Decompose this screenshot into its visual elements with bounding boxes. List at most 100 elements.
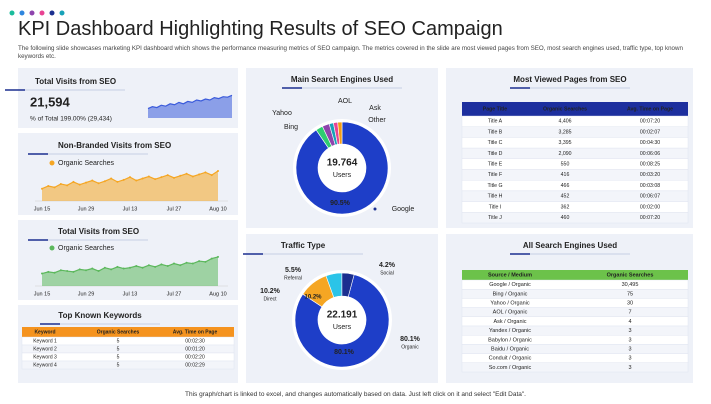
- point: [110, 177, 113, 180]
- center-value: 19.764: [327, 158, 358, 169]
- table-cell: Title B: [488, 129, 503, 135]
- point: [72, 270, 75, 273]
- table-cell: AOL / Organic: [493, 310, 528, 316]
- point: [72, 180, 75, 183]
- x-tick-label: Jul 13: [123, 206, 138, 212]
- x-tick-label: Jun 15: [34, 291, 51, 297]
- point: [129, 266, 131, 269]
- point: [41, 187, 43, 190]
- slice-value: 5.5%: [285, 267, 302, 274]
- point: [122, 267, 125, 270]
- table-cell: 00:06:06: [640, 151, 660, 157]
- footer: This graph/chart is linked to excel, and…: [185, 391, 526, 398]
- point: [166, 174, 169, 177]
- legend-swatch: [49, 245, 55, 251]
- table-cell: 00:04:30: [640, 140, 660, 146]
- table-cell: 75: [627, 291, 633, 297]
- point: [166, 265, 169, 268]
- point: [129, 176, 131, 179]
- dot: [39, 10, 45, 16]
- table-header: Organic Searches: [97, 329, 140, 335]
- point: [103, 266, 106, 269]
- slice-value-inner: 10.2%: [304, 295, 322, 301]
- panel-title: Total Visits from SEO: [58, 227, 139, 236]
- point: [91, 179, 94, 182]
- slice-value: 90.5%: [330, 200, 351, 207]
- point: [53, 186, 56, 189]
- table-header: Keyword: [34, 329, 55, 335]
- table-cell: So.com / Organic: [489, 365, 532, 371]
- x-tick-label: Jul 27: [167, 291, 182, 297]
- table-cell: 00:07:20: [640, 119, 660, 125]
- point: [59, 269, 62, 272]
- point: [66, 184, 69, 187]
- x-tick-label: Jul 27: [167, 206, 182, 212]
- table-cell: Title H: [488, 194, 503, 200]
- point: [141, 177, 144, 180]
- table-cell: Keyword 3: [33, 354, 57, 360]
- point: [135, 179, 138, 182]
- point: [173, 262, 175, 265]
- table-cell: 460: [561, 215, 570, 221]
- table-cell: Google / Organic: [489, 282, 531, 288]
- panel-title: Top Known Keywords: [58, 311, 142, 320]
- table-cell: 3: [628, 328, 631, 334]
- x-tick-label: Jun 29: [78, 206, 95, 212]
- point: [97, 270, 100, 273]
- table-cell: 2,090: [559, 151, 572, 157]
- slice-label: Other: [368, 117, 386, 124]
- point: [210, 174, 213, 177]
- table-cell: 5: [117, 362, 120, 368]
- table-header: Avg. Time on Page: [173, 329, 218, 335]
- table-cell: 416: [561, 172, 570, 178]
- dot: [49, 10, 55, 16]
- table-cell: Baidu / Organic: [491, 346, 529, 352]
- donut-hole: [318, 296, 366, 344]
- point: [147, 264, 150, 267]
- table-header: Organic Searches: [543, 106, 587, 112]
- x-tick-label: Aug 10: [209, 206, 226, 212]
- dot: [9, 10, 15, 16]
- table-cell: Yandex / Organic: [489, 328, 531, 334]
- point: [154, 265, 157, 268]
- table-cell: Title I: [489, 204, 502, 210]
- panel-title: Non-Branded Visits from SEO: [58, 141, 171, 150]
- table-cell: 00:08:25: [640, 162, 660, 168]
- point: [160, 263, 163, 266]
- slice-label: Yahoo: [272, 110, 292, 117]
- table-cell: 550: [561, 162, 570, 168]
- table-cell: Title F: [488, 172, 502, 178]
- panel: [18, 220, 238, 300]
- dot: [29, 10, 35, 16]
- point: [116, 180, 119, 183]
- point: [185, 261, 188, 264]
- slice-label: Organic: [401, 344, 419, 350]
- slice-value: 80.1%: [400, 336, 421, 343]
- table-row-bg: [461, 212, 689, 224]
- panel-title: Most Viewed Pages from SEO: [513, 75, 626, 84]
- dot: [59, 10, 65, 16]
- table-cell: 5: [117, 354, 120, 360]
- point: [116, 265, 119, 268]
- slice-label: Referral: [284, 275, 302, 281]
- point: [198, 260, 201, 263]
- dot: [19, 10, 25, 16]
- center-value: 22.191: [327, 310, 358, 321]
- table-cell: 00:02:07: [640, 129, 660, 135]
- center-label: Users: [333, 324, 352, 331]
- center-label: Users: [333, 172, 352, 179]
- point: [135, 265, 138, 268]
- table-cell: 5: [117, 338, 120, 344]
- table-cell: Title J: [488, 215, 502, 221]
- leader-dot: [373, 207, 377, 211]
- table-cell: 00:03:20: [640, 172, 660, 178]
- table-cell: 00:02:29: [185, 362, 205, 368]
- kpi-detail: % of Total 199.00% (29,434): [30, 116, 112, 123]
- point: [78, 268, 81, 271]
- table-header: Avg. Time on Page: [627, 106, 673, 112]
- title: KPI Dashboard Highlighting Results of SE…: [18, 18, 503, 40]
- subtitle: The following slide showcases marketing …: [18, 45, 683, 60]
- point: [191, 262, 194, 265]
- slice-label: Google: [392, 206, 415, 213]
- table-cell: 00:03:08: [640, 183, 660, 189]
